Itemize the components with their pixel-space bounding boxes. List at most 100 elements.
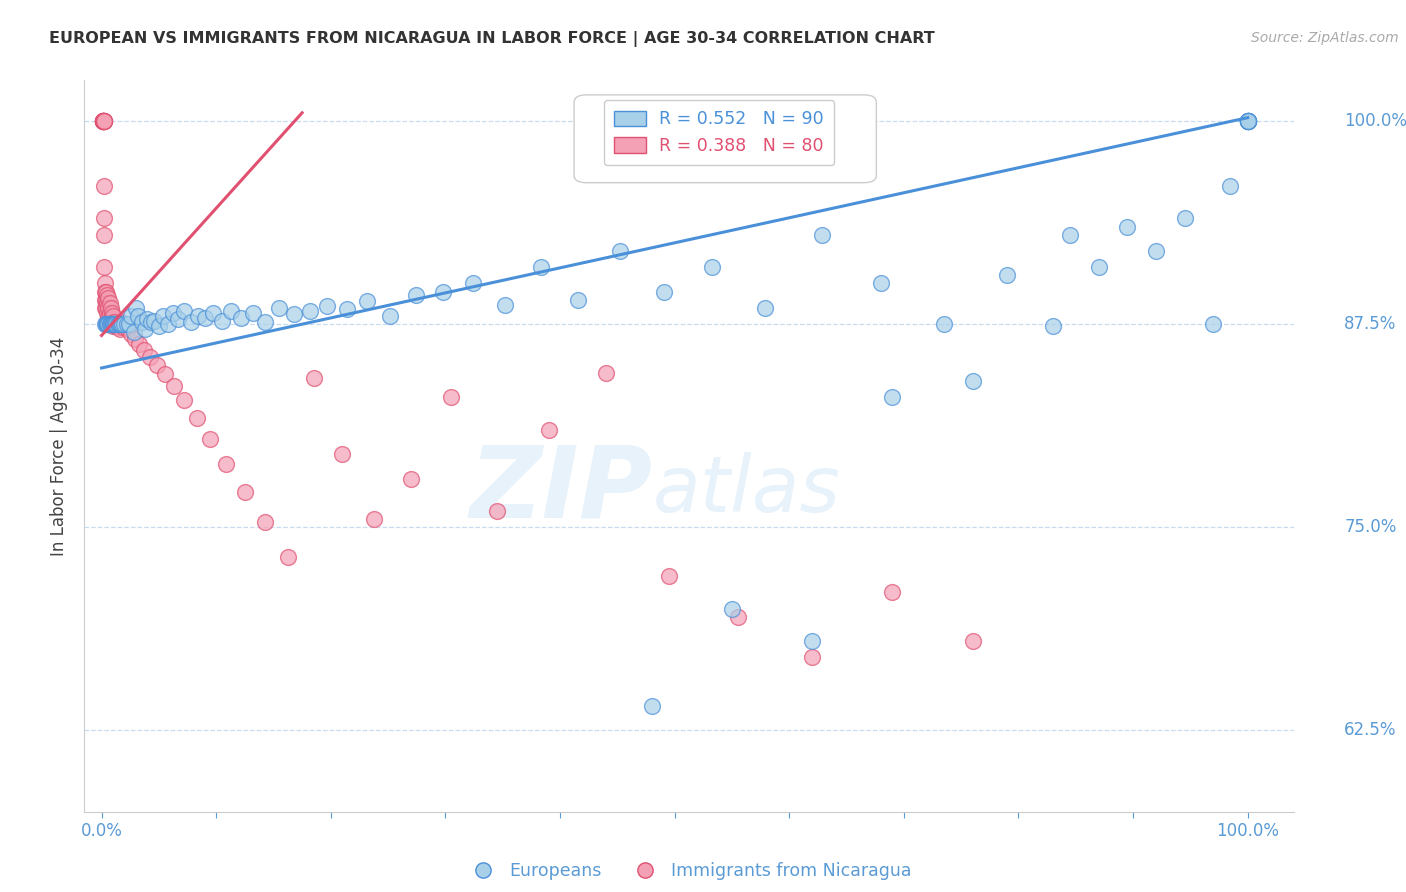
Point: [93, 114, 115, 128]
Point: [595, 366, 617, 380]
Point: [91, 114, 114, 128]
Point: [91, 114, 114, 128]
Point: [97, 310, 120, 325]
Point: [962, 374, 984, 388]
Point: [124, 332, 146, 346]
Point: [101, 317, 124, 331]
Point: [105, 318, 128, 333]
Point: [100, 312, 122, 326]
Point: [117, 322, 139, 336]
Point: [1236, 114, 1258, 128]
Point: [242, 306, 264, 320]
Point: [180, 316, 202, 330]
Point: [96, 317, 118, 331]
Point: [101, 316, 124, 330]
Text: 75.0%: 75.0%: [1344, 518, 1396, 536]
Point: [316, 299, 339, 313]
Point: [537, 423, 560, 437]
Point: [93, 114, 115, 128]
Point: [652, 285, 675, 299]
Point: [932, 317, 955, 331]
Point: [231, 310, 253, 325]
Point: [254, 316, 277, 330]
Point: [101, 318, 124, 333]
Point: [127, 309, 149, 323]
Point: [107, 320, 129, 334]
Point: [269, 301, 291, 315]
Point: [91, 114, 114, 128]
Point: [801, 634, 824, 648]
Point: [219, 304, 242, 318]
Point: [96, 314, 118, 328]
Legend: Europeans, Immigrants from Nicaragua: Europeans, Immigrants from Nicaragua: [460, 855, 918, 888]
Point: [1236, 114, 1258, 128]
Point: [254, 516, 277, 530]
Point: [96, 296, 118, 310]
Point: [101, 317, 124, 331]
Point: [153, 368, 176, 382]
Point: [131, 316, 153, 330]
Point: [330, 447, 353, 461]
Point: [93, 114, 115, 128]
Point: [1236, 114, 1258, 128]
Point: [91, 114, 114, 128]
Point: [94, 285, 117, 299]
Point: [211, 314, 233, 328]
Point: [283, 307, 305, 321]
Point: [91, 114, 114, 128]
Point: [173, 304, 195, 318]
Point: [111, 317, 134, 331]
Point: [145, 358, 167, 372]
Point: [186, 411, 208, 425]
Point: [201, 306, 224, 320]
Point: [107, 317, 129, 331]
Point: [104, 317, 127, 331]
Point: [1087, 260, 1109, 275]
Point: [93, 114, 115, 128]
Point: [801, 650, 824, 665]
Point: [118, 317, 141, 331]
Point: [200, 433, 222, 447]
Point: [882, 585, 904, 599]
Point: [94, 317, 117, 331]
Point: [96, 288, 118, 302]
Point: [380, 309, 402, 323]
Point: [91, 114, 114, 128]
Point: [120, 309, 142, 323]
Point: [962, 634, 984, 648]
Point: [299, 304, 322, 318]
Point: [641, 699, 664, 714]
Point: [94, 317, 117, 331]
Point: [98, 306, 121, 320]
Point: [120, 326, 142, 341]
Y-axis label: In Labor Force | Age 30-34: In Labor Force | Age 30-34: [51, 336, 69, 556]
Point: [110, 316, 132, 330]
Point: [336, 302, 359, 317]
Point: [93, 211, 115, 226]
Point: [152, 309, 174, 323]
Point: [93, 260, 115, 275]
Point: [995, 268, 1018, 283]
Point: [494, 297, 516, 311]
Point: [105, 317, 128, 331]
Point: [128, 336, 150, 351]
Point: [107, 317, 129, 331]
Point: [727, 609, 749, 624]
Point: [567, 293, 589, 307]
Point: [104, 317, 127, 331]
Point: [870, 277, 893, 291]
Point: [440, 390, 463, 404]
Point: [1116, 219, 1139, 234]
Point: [302, 370, 325, 384]
Point: [91, 114, 114, 128]
Point: [115, 317, 138, 331]
Point: [1236, 114, 1258, 128]
Point: [103, 317, 125, 331]
Point: [194, 310, 217, 325]
Point: [187, 309, 209, 323]
Point: [101, 317, 124, 331]
Point: [101, 306, 124, 320]
Point: [399, 471, 422, 485]
Point: [148, 318, 170, 333]
Point: [98, 317, 121, 331]
